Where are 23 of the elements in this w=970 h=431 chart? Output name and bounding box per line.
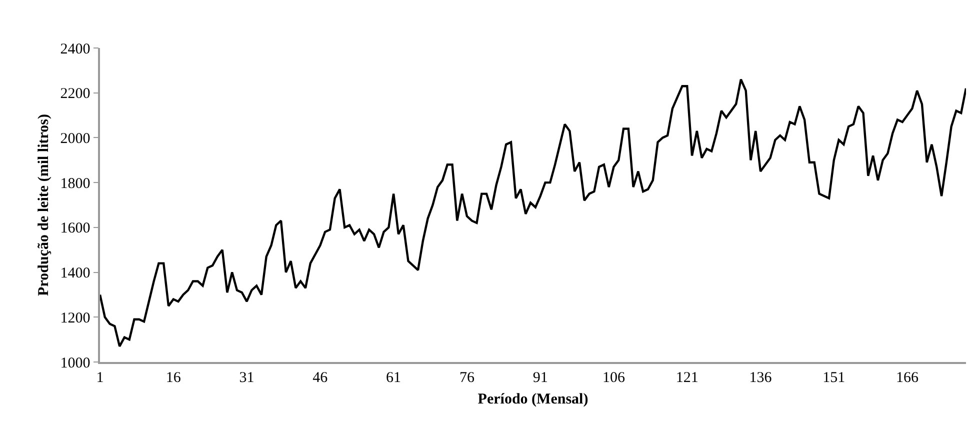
x-tick-label: 31 <box>239 370 254 386</box>
x-tick-label: 16 <box>166 370 182 386</box>
y-tick-label: 2200 <box>60 86 90 102</box>
y-tick-label: 1200 <box>60 310 90 326</box>
x-tick-label: 1 <box>96 370 104 386</box>
x-tick-label: 91 <box>532 370 548 386</box>
y-tick-label: 1400 <box>60 266 90 282</box>
y-tick-label: 1800 <box>60 176 90 192</box>
x-tick-label: 106 <box>602 370 626 386</box>
x-tick-label: 46 <box>312 370 328 386</box>
y-tick-label: 1000 <box>60 355 90 372</box>
x-tick-label: 151 <box>822 370 846 386</box>
x-axis-title: Período (Mensal) <box>478 391 588 408</box>
x-tick-label: 166 <box>896 370 920 386</box>
x-tick-label: 76 <box>459 370 475 386</box>
x-tick-label: 61 <box>386 370 402 386</box>
line-series <box>100 78 966 348</box>
y-axis-title: Produção de leite (mil litros) <box>36 114 52 296</box>
y-tick-label: 1600 <box>60 220 90 237</box>
y-tick-label: 2400 <box>60 41 90 58</box>
x-tick-label: 121 <box>676 370 698 386</box>
x-tick-label: 136 <box>749 370 772 386</box>
y-tick-label: 2000 <box>60 130 90 147</box>
